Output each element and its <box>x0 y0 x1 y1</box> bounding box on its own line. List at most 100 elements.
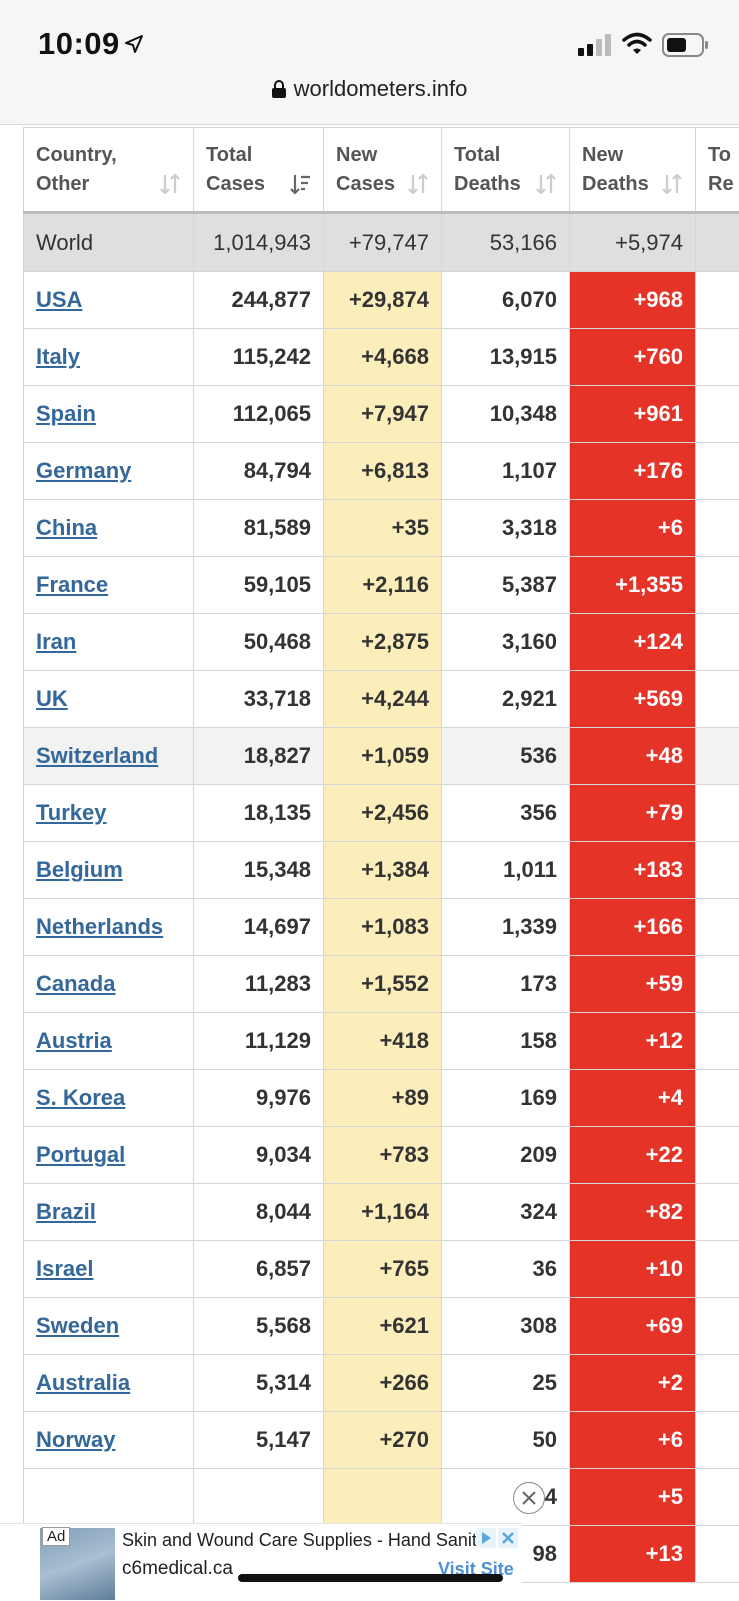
stats-table-container[interactable]: Country, Other Total Cases New Cases Tot… <box>23 127 739 1600</box>
new-cases-cell: +29,874 <box>324 272 442 329</box>
country-link[interactable]: France <box>36 572 108 597</box>
country-link[interactable]: Brazil <box>36 1199 96 1224</box>
country-link[interactable]: UK <box>36 686 68 711</box>
world-label: World <box>24 213 194 272</box>
battery-icon <box>662 33 710 57</box>
new-deaths-cell: +69 <box>570 1298 696 1355</box>
country-link[interactable]: China <box>36 515 97 540</box>
total-recovered-cell <box>696 1070 739 1127</box>
total-cases-cell: 81,589 <box>194 500 324 557</box>
country-link[interactable]: Iran <box>36 629 76 654</box>
new-cases-cell: +783 <box>324 1127 442 1184</box>
country-link[interactable]: Netherlands <box>36 914 163 939</box>
header-country[interactable]: Country, Other <box>24 128 194 213</box>
signal-icon <box>578 34 612 56</box>
country-link[interactable]: Israel <box>36 1256 94 1281</box>
ad-badge: Ad <box>42 1527 70 1546</box>
total-cases-cell: 11,283 <box>194 956 324 1013</box>
ad-domain[interactable]: c6medical.ca <box>122 1558 233 1580</box>
header-new-cases[interactable]: New Cases <box>324 128 442 213</box>
country-cell: S. Korea <box>24 1070 194 1127</box>
total-deaths-cell: 3,318 <box>442 500 570 557</box>
country-link[interactable]: Austria <box>36 1028 112 1053</box>
country-link[interactable]: Portugal <box>36 1142 125 1167</box>
new-deaths-cell: +22 <box>570 1127 696 1184</box>
new-deaths-cell: +82 <box>570 1184 696 1241</box>
country-link[interactable]: Italy <box>36 344 80 369</box>
world-new-cases: +79,747 <box>324 213 442 272</box>
total-recovered-cell <box>696 1298 739 1355</box>
country-link[interactable]: Sweden <box>36 1313 119 1338</box>
total-cases-cell: 6,857 <box>194 1241 324 1298</box>
total-recovered-cell <box>696 1469 739 1526</box>
sort-icon <box>661 173 683 195</box>
total-cases-cell: 18,135 <box>194 785 324 842</box>
total-cases-cell: 5,314 <box>194 1355 324 1412</box>
total-recovered-cell <box>696 671 739 728</box>
ad-choices-icon[interactable] <box>476 1528 518 1550</box>
total-recovered-cell <box>696 785 739 842</box>
new-cases-cell: +89 <box>324 1070 442 1127</box>
header-total-deaths[interactable]: Total Deaths <box>442 128 570 213</box>
lock-icon <box>272 80 286 98</box>
country-cell: Portugal <box>24 1127 194 1184</box>
country-link[interactable]: Australia <box>36 1370 130 1395</box>
total-recovered-cell <box>696 899 739 956</box>
total-deaths-cell: 1,107 <box>442 443 570 500</box>
total-recovered-cell <box>696 272 739 329</box>
total-recovered-cell <box>696 1355 739 1412</box>
total-recovered-cell <box>696 614 739 671</box>
new-deaths-cell: +6 <box>570 1412 696 1469</box>
address-bar[interactable]: worldometers.info <box>0 76 739 102</box>
total-deaths-cell: 50 <box>442 1412 570 1469</box>
total-cases-cell: 50,468 <box>194 614 324 671</box>
country-link[interactable]: Belgium <box>36 857 123 882</box>
country-link[interactable]: Norway <box>36 1427 115 1452</box>
new-deaths-cell: +48 <box>570 728 696 785</box>
total-deaths-cell: 308 <box>442 1298 570 1355</box>
total-cases-cell: 15,348 <box>194 842 324 899</box>
total-recovered-cell <box>696 443 739 500</box>
new-cases-cell: +1,083 <box>324 899 442 956</box>
country-link[interactable]: Germany <box>36 458 131 483</box>
world-total-recovered <box>696 213 739 272</box>
total-deaths-cell: 6,070 <box>442 272 570 329</box>
country-link[interactable]: S. Korea <box>36 1085 125 1110</box>
world-new-deaths: +5,974 <box>570 213 696 272</box>
location-arrow-icon <box>124 34 144 54</box>
country-link[interactable]: Spain <box>36 401 96 426</box>
country-cell: Brazil <box>24 1184 194 1241</box>
home-indicator[interactable] <box>238 1574 503 1582</box>
country-link[interactable]: Canada <box>36 971 115 996</box>
total-deaths-cell: 158 <box>442 1013 570 1070</box>
total-deaths-cell: 169 <box>442 1070 570 1127</box>
header-total-cases[interactable]: Total Cases <box>194 128 324 213</box>
ad-title[interactable]: Skin and Wound Care Supplies - Hand Sani… <box>122 1530 481 1551</box>
new-deaths-cell: +760 <box>570 329 696 386</box>
sort-icon <box>407 173 429 195</box>
country-cell: Australia <box>24 1355 194 1412</box>
new-cases-cell: +765 <box>324 1241 442 1298</box>
ad-banner[interactable]: Ad Skin and Wound Care Supplies - Hand S… <box>0 1523 522 1601</box>
country-cell: Austria <box>24 1013 194 1070</box>
header-total-recovered[interactable]: To Re <box>696 128 739 213</box>
country-cell: Turkey <box>24 785 194 842</box>
new-deaths-cell: +4 <box>570 1070 696 1127</box>
country-cell: Netherlands <box>24 899 194 956</box>
country-link[interactable]: Switzerland <box>36 743 158 768</box>
total-recovered-cell <box>696 728 739 785</box>
ad-close-icon[interactable] <box>513 1482 545 1514</box>
total-recovered-cell <box>696 1184 739 1241</box>
covid-stats-table: Country, Other Total Cases New Cases Tot… <box>23 127 739 1583</box>
header-new-deaths[interactable]: New Deaths <box>570 128 696 213</box>
country-link[interactable]: USA <box>36 287 82 312</box>
country-link[interactable]: Turkey <box>36 800 107 825</box>
